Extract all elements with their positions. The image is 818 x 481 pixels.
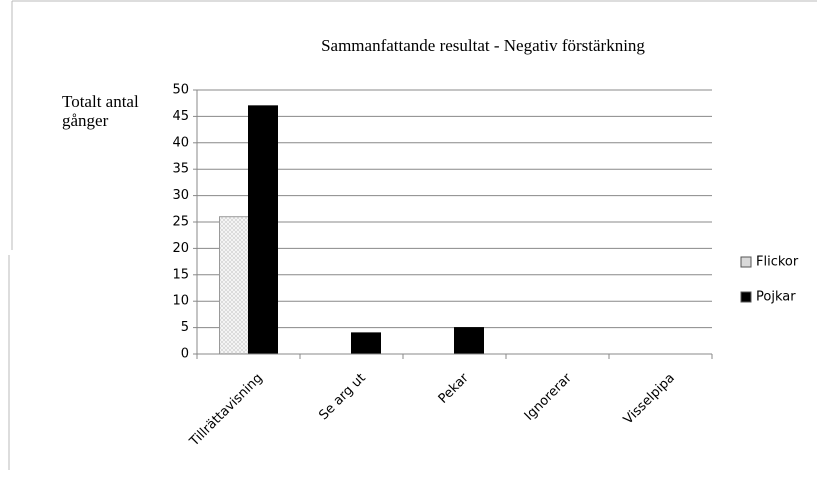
- y-tick-label: 5: [181, 320, 189, 335]
- y-tick-label: 30: [172, 188, 189, 203]
- x-tick-label: Visselpipa: [621, 371, 678, 428]
- y-tick-label: 20: [172, 241, 189, 256]
- x-tick-label: Ignorerar: [522, 370, 575, 423]
- legend-swatch: [740, 256, 752, 268]
- bar: [351, 332, 381, 355]
- y-tick-label: 25: [172, 215, 189, 230]
- x-tick-label: Pekar: [436, 370, 473, 407]
- y-axis-label: Totalt antal gånger: [62, 92, 139, 130]
- bar: [248, 105, 278, 355]
- bar: [219, 216, 249, 355]
- legend-swatch: [740, 291, 752, 303]
- x-tick-label: Se arg ut: [316, 371, 368, 423]
- y-tick-label: 35: [172, 162, 189, 177]
- y-tick-label: 15: [172, 267, 189, 282]
- chart-title: Sammanfattande resultat - Negativ förstä…: [321, 36, 645, 55]
- y-tick-label: 40: [172, 135, 189, 150]
- y-tick-label: 0: [181, 347, 189, 362]
- y-tick-label: 10: [172, 294, 189, 309]
- y-tick-label: 45: [172, 109, 189, 124]
- bar: [454, 327, 484, 355]
- legend-label: Flickor: [756, 255, 799, 270]
- y-tick-label: 50: [172, 83, 189, 98]
- x-tick-label: Tillrättavisning: [186, 371, 265, 450]
- legend-label: Pojkar: [756, 290, 796, 305]
- frame: [8, 0, 817, 470]
